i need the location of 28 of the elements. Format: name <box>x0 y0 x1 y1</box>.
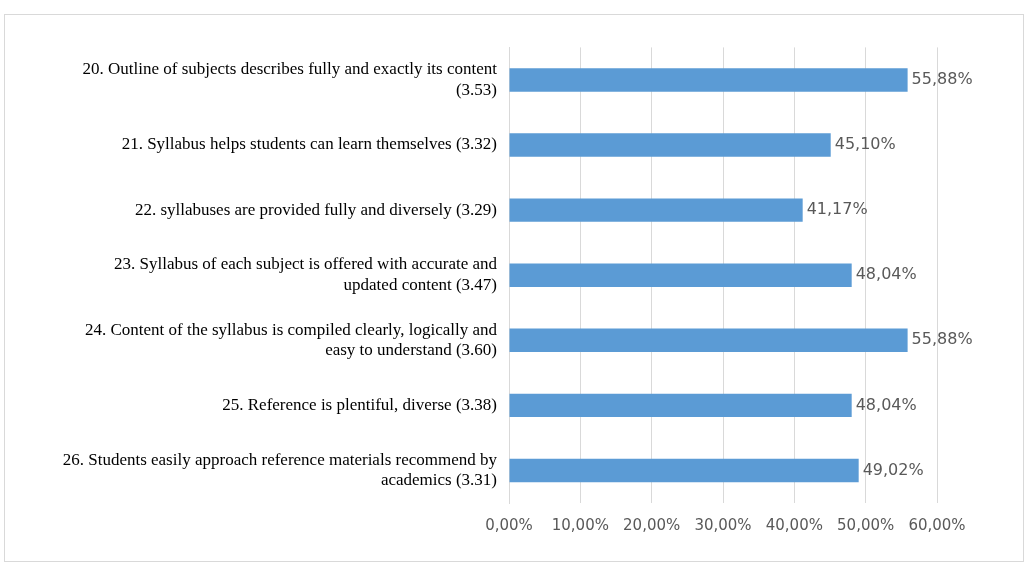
y-tick-label: 26. Students easily approach reference materials recommend by academics (3.31) <box>62 449 498 490</box>
y-tick-label: 22. syllabuses are provided fully and diversely (3.29) <box>134 199 497 219</box>
y-tick-label: 25. Reference is plentiful, diverse (3.38) <box>222 394 497 414</box>
y-tick-label: 24. Content of the syllabus is compiled clearly, logically and easy to understand (3.60) <box>84 319 498 359</box>
data-label: 55,88% <box>911 69 973 89</box>
y-tick-label: 23. Syllabus of each subject is offered with accurate and updated content (3.47) <box>114 254 498 294</box>
y-tick-label: 21. Syllabus helps students can learn themselves (3.32) <box>121 134 497 154</box>
x-tick-label: 0,00% <box>485 515 533 534</box>
x-tick-label: 40,00% <box>765 515 823 534</box>
x-tick-label: 30,00% <box>694 515 752 534</box>
data-label: 41,17% <box>806 199 868 219</box>
x-tick-label: 10,00% <box>551 515 609 534</box>
data-label: 49,02% <box>862 459 924 479</box>
bar <box>509 198 803 222</box>
bar <box>509 393 852 418</box>
data-label: 48,04% <box>855 264 917 284</box>
x-tick-label: 50,00% <box>837 515 895 534</box>
bar <box>509 328 908 352</box>
data-label: 45,10% <box>834 134 896 154</box>
bar <box>509 133 831 157</box>
x-tick-label: 60,00% <box>908 515 966 534</box>
bar <box>509 263 852 287</box>
y-tick-label: 20. Outline of subjects describes fully and exactly its content (3.53) <box>82 59 498 99</box>
data-label: 48,04% <box>855 394 917 414</box>
x-tick-label: 20,00% <box>623 515 681 534</box>
bar <box>509 458 859 483</box>
bar <box>509 68 908 92</box>
data-label: 55,88% <box>911 329 973 349</box>
